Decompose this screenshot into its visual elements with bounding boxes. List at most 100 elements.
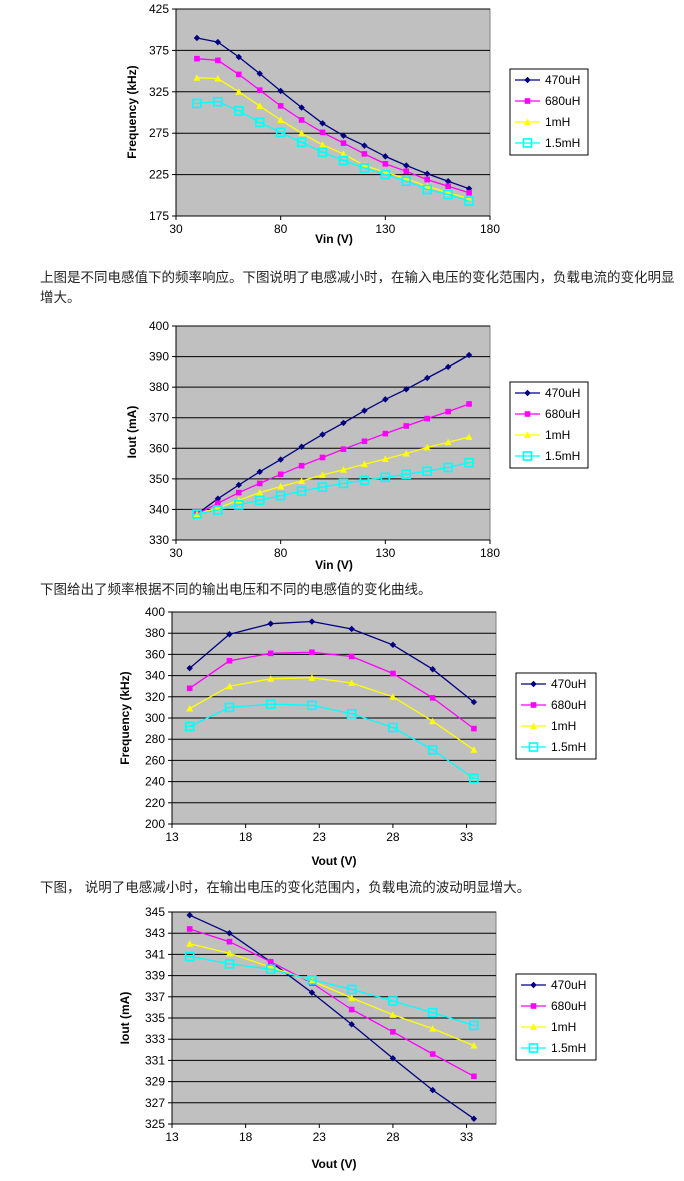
x-tick-label: 180 — [480, 222, 500, 236]
legend-label: 470uH — [545, 73, 580, 87]
legend-item-470uh: 470uH — [521, 978, 586, 992]
data-point-470uh — [193, 34, 201, 42]
legend-marker — [530, 981, 537, 989]
legend-label: 1mH — [545, 115, 570, 129]
data-point-1-5mh — [464, 457, 474, 468]
legend-marker — [524, 98, 531, 104]
data-point-1mh — [444, 438, 452, 446]
data-point-680uh — [298, 462, 305, 469]
data-point-680uh — [277, 103, 284, 109]
data-point-1-5mh — [469, 773, 479, 784]
series-line-680uh — [189, 928, 475, 1077]
y-axis-label: Frequency (kHz) — [118, 671, 132, 764]
data-point-470uh — [319, 431, 326, 438]
y-tick-label: 340 — [145, 669, 165, 683]
data-point-1-5mh — [184, 721, 195, 732]
data-point-470uh — [389, 641, 397, 649]
legend-label: 680uH — [545, 407, 580, 421]
data-point-1mh — [465, 433, 473, 440]
x-tick-label: 28 — [386, 830, 400, 844]
series-line-1mh — [189, 677, 475, 751]
data-point-470uh — [298, 443, 305, 450]
data-point-1-5mh — [401, 469, 412, 480]
caption-2: 下图给出了频率根据不同的输出电压和不同的电感值的变化曲线。 — [40, 582, 432, 598]
legend-marker — [524, 389, 531, 397]
y-tick-label: 337 — [145, 990, 165, 1004]
x-tick-label: 33 — [460, 1130, 474, 1144]
data-point-1mh — [348, 994, 356, 1001]
data-point-470uh — [340, 419, 347, 427]
series-line-680uh — [196, 403, 470, 515]
x-axis-label: Vin (V) — [315, 558, 353, 572]
data-point-1mh — [308, 674, 316, 681]
legend-marker — [530, 680, 537, 688]
x-axis: 13 18 23 28 33 — [165, 912, 496, 1144]
y-tick-label: 380 — [145, 626, 165, 640]
y-tick-label: 400 — [149, 319, 169, 333]
data-point-470uh — [382, 396, 389, 403]
x-tick-label: 13 — [165, 1130, 179, 1144]
data-point-1mh — [470, 1042, 478, 1049]
data-point-680uh — [466, 190, 472, 196]
series-1-5mh — [192, 96, 474, 206]
legend-label: 1.5mH — [551, 740, 586, 754]
y-tick-label: 340 — [149, 502, 169, 516]
x-tick-label: 30 — [169, 546, 183, 560]
data-point-1mh — [298, 477, 306, 484]
y-tick-label: 330 — [149, 533, 169, 547]
data-point-1mh — [402, 449, 410, 457]
data-point-680uh — [340, 140, 347, 146]
data-point-680uh — [309, 649, 315, 656]
series-1mh — [186, 674, 478, 753]
y-tick-label: 175 — [149, 209, 169, 223]
legend-label: 470uH — [545, 386, 580, 400]
legend-label: 1.5mH — [551, 1041, 586, 1055]
y-tick-label: 400 — [145, 605, 165, 619]
x-axis-label: Vin (V) — [315, 232, 353, 246]
data-point-680uh — [361, 151, 368, 157]
data-point-1mh — [277, 116, 285, 123]
data-point-680uh — [226, 657, 233, 664]
data-point-1-5mh — [469, 1020, 479, 1031]
legend-marker — [522, 138, 533, 148]
series-line-470uh — [196, 37, 470, 190]
x-tick-label: 130 — [375, 546, 395, 560]
series-line-470uh — [196, 354, 470, 515]
data-point-1-5mh — [338, 478, 349, 489]
series-680uh — [194, 55, 472, 196]
data-point-1mh — [423, 443, 431, 451]
data-point-1-5mh — [359, 475, 370, 486]
y-tick-label: 341 — [145, 947, 165, 961]
series-680uh — [186, 649, 477, 732]
legend-item-1-5mh: 1.5mH — [515, 136, 580, 150]
data-point-680uh — [298, 117, 305, 123]
data-point-1mh — [186, 704, 194, 712]
data-point-1-5mh — [213, 96, 223, 107]
legend-marker — [530, 1003, 537, 1009]
data-point-1mh — [277, 483, 285, 490]
data-point-1-5mh — [443, 189, 453, 200]
data-point-680uh — [403, 423, 410, 429]
data-point-470uh — [226, 631, 233, 638]
data-point-680uh — [429, 1051, 436, 1057]
data-point-1mh — [360, 460, 368, 468]
legend-item-470uh: 470uH — [515, 386, 580, 400]
data-point-470uh — [340, 132, 347, 139]
data-point-1mh — [214, 75, 222, 82]
x-tick-label: 130 — [375, 222, 395, 236]
data-point-1-5mh — [224, 702, 235, 713]
data-point-1-5mh — [275, 127, 286, 138]
caption-3: 下图， 说明了电感减小时，在输出电压的变化范围内，负载电流的波动明显增大。 — [40, 880, 531, 896]
x-tick-label: 33 — [460, 830, 474, 844]
data-point-1mh — [319, 141, 327, 148]
data-point-680uh — [471, 1073, 477, 1080]
data-point-1mh — [339, 150, 347, 157]
data-point-1-5mh — [234, 106, 244, 116]
series-line-1-5mh — [189, 703, 475, 779]
y-axis: 325 327 329 331 333 335 337 339 341 343 345 — [145, 905, 496, 1131]
data-point-680uh — [348, 653, 355, 660]
legend-label: 1.5mH — [545, 449, 580, 463]
legend-item-680uh: 680uH — [521, 698, 586, 712]
y-tick-label: 370 — [149, 411, 169, 425]
legend-item-1-5mh: 1.5mH — [521, 1041, 586, 1055]
